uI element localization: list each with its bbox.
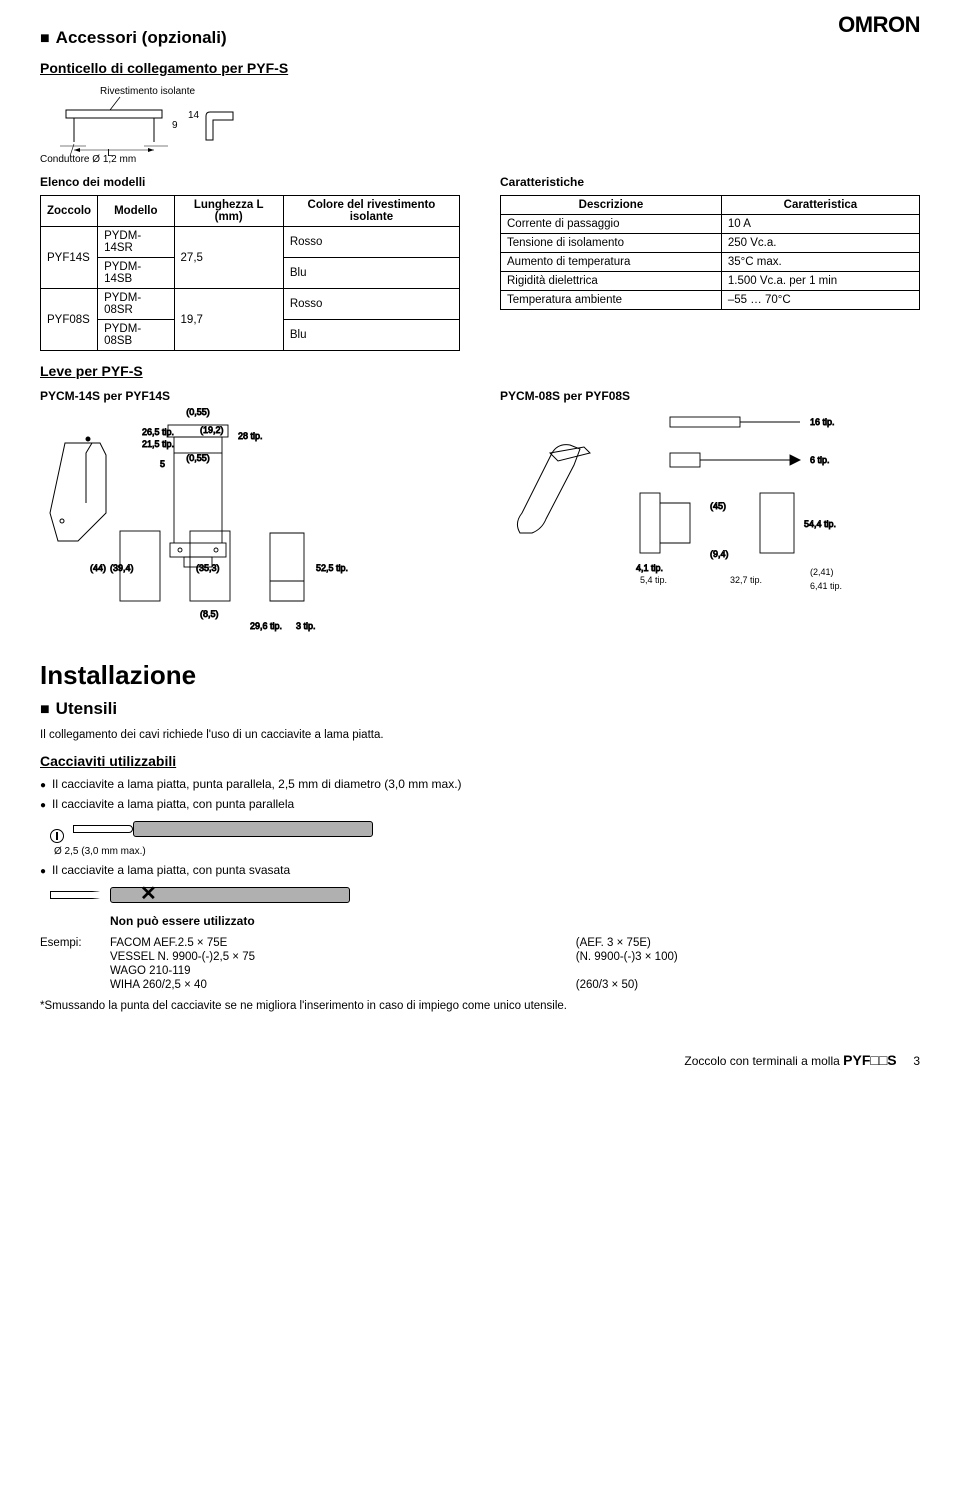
svg-text:(0,55): (0,55) [186, 453, 210, 463]
svg-text:29,6 tip.: 29,6 tip. [250, 621, 282, 631]
svg-text:(39,4): (39,4) [110, 563, 134, 573]
table-row: Corrente di passaggio10 A [501, 215, 920, 234]
svg-text:54,4 tip.: 54,4 tip. [804, 519, 836, 529]
examples-table: Esempi: FACOM AEF.2.5 × 75E(AEF. 3 × 75E… [40, 936, 920, 992]
table-row: Tensione di isolamento250 Vc.a. [501, 234, 920, 253]
table-row: PYF14S PYDM-14SR 27,5 Rosso [41, 227, 460, 258]
svg-text:28 tip.: 28 tip. [238, 431, 263, 441]
carat-heading: Caratteristiche [500, 175, 920, 189]
th-val: Caratteristica [721, 196, 919, 215]
screwdriver-parallel [73, 821, 373, 837]
svg-text:32,7 tip.: 32,7 tip. [730, 575, 762, 585]
table-row: Aumento di temperatura35°C max. [501, 253, 920, 272]
svg-text:(9,4): (9,4) [710, 549, 729, 559]
sd-diameter-label: Ø 2,5 (3,0 mm max.) [54, 846, 920, 857]
svg-text:(8,5): (8,5) [200, 609, 219, 619]
table-row: Rigidità dielettrica1.500 Vc.a. per 1 mi… [501, 272, 920, 291]
svg-text:(35,3): (35,3) [196, 563, 220, 573]
svg-text:(45): (45) [710, 501, 726, 511]
svg-text:3 tip.: 3 tip. [296, 621, 316, 631]
svg-text:Conduttore Ø 1,2 mm: Conduttore Ø 1,2 mm [40, 154, 136, 164]
svg-text:4,1 tip.: 4,1 tip. [636, 563, 663, 573]
leve-right-title: PYCM-08S per PYF08S [500, 389, 920, 403]
tools-heading: Utensili [40, 699, 920, 719]
table-row: Temperatura ambiente–55 … 70°C [501, 291, 920, 310]
jumper-diagram: Rivestimento isolante L 9 14 Conduttore … [40, 84, 920, 167]
elenco-heading: Elenco dei modelli [40, 175, 460, 189]
svg-text:52,5 tip.: 52,5 tip. [316, 563, 348, 573]
svg-text:(19,2): (19,2) [200, 425, 224, 435]
svg-text:5: 5 [160, 459, 165, 469]
footnote: *Smussando la punta del cacciavite se ne… [40, 1000, 920, 1012]
footer-text: Zoccolo con terminali a molla [684, 1054, 839, 1068]
install-heading: Installazione [40, 660, 920, 691]
leve-right-diagram: 16 tip. 6 tip. 4,1 tip. (45) 54,4 tip. (… [500, 403, 920, 633]
th-model: Modello [98, 196, 174, 227]
svg-text:16 tip.: 16 tip. [810, 417, 835, 427]
leve-left-diagram: (0,55) 26,5 tip. 21,5 tip. (19,2) 28 tip… [40, 403, 460, 633]
brand-logo: OMRON [838, 12, 920, 38]
tools-intro: Il collegamento dei cavi richiede l'uso … [40, 729, 920, 741]
leve-left-title: PYCM-14S per PYF14S [40, 389, 460, 403]
th-color: Colore del rivestimento isolante [283, 196, 459, 227]
svg-text:21,5 tip.: 21,5 tip. [142, 439, 174, 449]
cannot-use-label: Non può essere utilizzato [110, 914, 920, 928]
th-desc: Descrizione [501, 196, 722, 215]
cross-icon: ✕ [140, 881, 157, 906]
characteristics-table: Descrizione Caratteristica Corrente di p… [500, 195, 920, 310]
th-socket: Zoccolo [41, 196, 98, 227]
accessories-heading: Accessori (opzionali) [40, 28, 920, 48]
footer-partnum: PYF□□S [843, 1052, 896, 1068]
page-footer: Zoccolo con terminali a molla PYF□□S 3 [40, 1052, 920, 1068]
flat-tip-icon [50, 829, 64, 843]
svg-text:14: 14 [188, 110, 200, 121]
svg-text:9: 9 [172, 120, 178, 131]
footer-page: 3 [913, 1054, 920, 1068]
th-length: Lunghezza L (mm) [174, 196, 283, 227]
jumper-heading: Ponticello di collegamento per PYF-S [40, 60, 920, 76]
sd-bullet-2: Il cacciavite a lama piatta, con punta p… [40, 797, 920, 811]
svg-text:(44): (44) [90, 563, 106, 573]
svg-text:(2,41): (2,41) [810, 567, 834, 577]
svg-text:(0,55): (0,55) [186, 407, 210, 417]
examples-label: Esempi: [40, 936, 110, 950]
svg-text:5,4 tip.: 5,4 tip. [640, 575, 667, 585]
svg-text:6 tip.: 6 tip. [810, 455, 830, 465]
models-table: Zoccolo Modello Lunghezza L (mm) Colore … [40, 195, 460, 351]
table-row: PYF08S PYDM-08SR 19,7 Rosso [41, 289, 460, 320]
screwdrivers-heading: Cacciaviti utilizzabili [40, 753, 920, 769]
sd-bullet-1: Il cacciavite a lama piatta, punta paral… [40, 777, 920, 791]
sd-bullet-3: Il cacciavite a lama piatta, con punta s… [40, 863, 920, 877]
svg-text:26,5 tip.: 26,5 tip. [142, 427, 174, 437]
leve-heading: Leve per PYF-S [40, 363, 920, 379]
screwdriver-flared [50, 887, 350, 903]
label-insulation: Rivestimento isolante [100, 86, 195, 97]
svg-text:6,41 tip.: 6,41 tip. [810, 581, 842, 591]
